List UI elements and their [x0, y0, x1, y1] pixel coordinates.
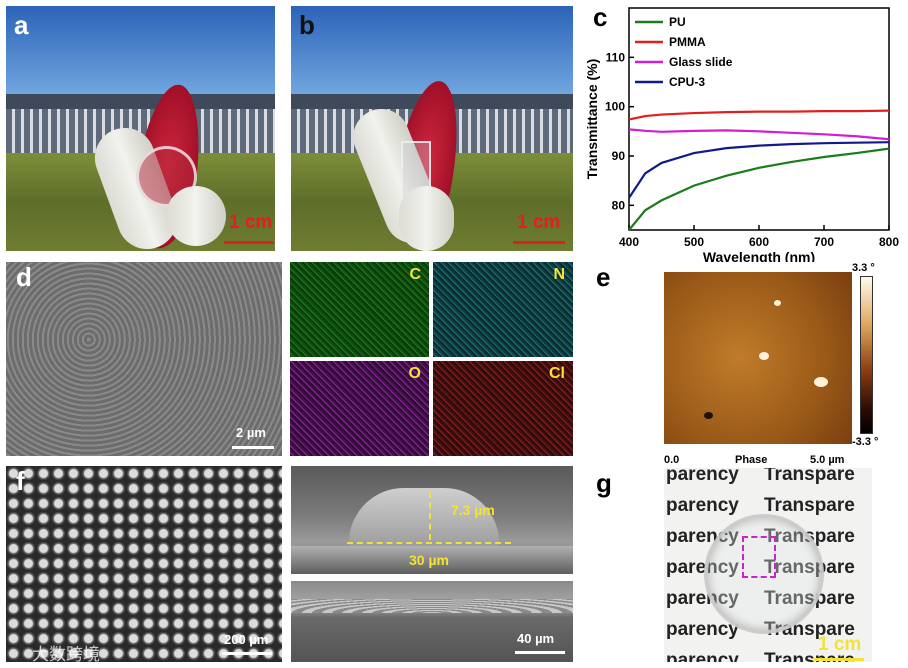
eds-map-oxygen: O	[290, 361, 429, 456]
eds-label-o: O	[408, 365, 421, 382]
sem-microlens-array	[6, 466, 282, 662]
colorbar-bottom-label: -3.3 °	[852, 436, 879, 448]
afm-x-end: 5.0 µm	[810, 454, 845, 466]
scale-bar-g	[814, 658, 864, 661]
glove-thumb	[399, 186, 454, 251]
afm-particle	[814, 377, 828, 387]
photo-panel-a: a 1 cm	[6, 6, 275, 251]
scale-label-d: 2 µm	[236, 425, 266, 440]
width-marker	[347, 542, 511, 544]
afm-x-mid: Phase	[735, 454, 768, 466]
series-line-cpu-3	[628, 141, 890, 199]
afm-colorbar	[860, 276, 873, 434]
scale-bar-f2	[515, 651, 565, 654]
eds-label-c: C	[409, 266, 421, 283]
watermark: 大数跨境	[32, 645, 100, 664]
lens-dome	[349, 488, 499, 550]
x-axis-label: Wavelength (nm)	[703, 249, 815, 262]
eds-label-cl: Cl	[549, 365, 565, 382]
substrate-layer	[291, 546, 573, 574]
panel-label-a: a	[14, 10, 29, 40]
y-tick-label: 90	[612, 149, 626, 163]
transparency-text-right: Transpare	[764, 468, 855, 485]
afm-phase-image	[664, 272, 852, 444]
series-line-glass-slide	[628, 128, 890, 141]
building-roof	[6, 94, 275, 114]
scale-bar-d	[232, 446, 274, 449]
embedded-pattern	[742, 536, 776, 578]
legend-label: Glass slide	[669, 55, 733, 69]
sem-image-d	[6, 262, 282, 456]
panel-label-d: d	[16, 262, 32, 292]
eds-map-nitrogen: N	[433, 262, 573, 357]
colorbar-top-label: 3.3 °	[852, 262, 875, 274]
x-tick-label: 600	[749, 235, 769, 249]
scale-label-g: 1 cm	[818, 634, 862, 655]
y-tick-label: 100	[605, 100, 625, 114]
panel-label-g: g	[596, 468, 612, 498]
height-label: 7.3 µm	[451, 502, 495, 518]
panel-label-e: e	[596, 262, 611, 292]
transparent-disc	[704, 514, 824, 634]
panel-label-b: b	[299, 10, 315, 40]
y-axis-label: Transmittance (%)	[585, 59, 600, 180]
legend-label: CPU-3	[669, 75, 705, 89]
sem-lens-crosssection: 7.3 µm 30 µm	[291, 466, 573, 574]
transparency-text-left: parency	[666, 619, 739, 640]
afm-particle	[704, 412, 713, 419]
transparency-photo: parency Transpare parency Transpare parency T…	[664, 468, 872, 662]
scale-bar-a	[224, 241, 274, 244]
glove-thumb	[166, 186, 226, 246]
eds-label-n: N	[553, 266, 565, 283]
scale-bar-b	[513, 241, 565, 244]
scale-bar-f	[222, 652, 272, 655]
legend-label: PU	[669, 15, 686, 29]
scale-label-f2: 40 µm	[517, 631, 555, 646]
transparency-text-right: Transpare	[764, 495, 855, 516]
transparency-text-left: parency	[666, 468, 739, 485]
x-tick-label: 800	[879, 235, 899, 249]
panel-label-f: f	[16, 466, 25, 496]
x-tick-label: 500	[684, 235, 704, 249]
eds-map-chlorine: Cl	[433, 361, 573, 456]
height-marker	[429, 492, 431, 540]
panel-label-c: c	[593, 2, 608, 32]
lens-row	[291, 599, 573, 613]
eds-map-carbon: C	[290, 262, 429, 357]
afm-particle	[759, 352, 769, 360]
width-label: 30 µm	[409, 552, 449, 568]
scale-label-a: 1 cm	[229, 212, 273, 233]
legend-label: PMMA	[669, 35, 706, 49]
transparency-text-left: parency	[666, 650, 739, 662]
afm-particle	[774, 300, 781, 306]
scale-label-b: 1 cm	[517, 212, 561, 233]
x-tick-label: 400	[619, 235, 639, 249]
transmittance-chart: 400 500 600 700 800 80 90 100 110 Wavelength (nm)…	[585, 7, 899, 262]
photo-panel-b: b 1 cm	[291, 6, 573, 251]
y-tick-label: 80	[612, 198, 626, 212]
afm-x-start: 0.0	[664, 454, 680, 466]
sem-array-crosssection: 40 µm	[291, 581, 573, 662]
scale-label-f: 200 µm	[224, 632, 269, 647]
series-line-pmma	[628, 109, 890, 121]
y-tick-label: 110	[606, 50, 626, 64]
series-line-pu	[628, 147, 890, 231]
x-tick-label: 700	[814, 235, 834, 249]
transparency-text-left: parency	[666, 495, 739, 516]
